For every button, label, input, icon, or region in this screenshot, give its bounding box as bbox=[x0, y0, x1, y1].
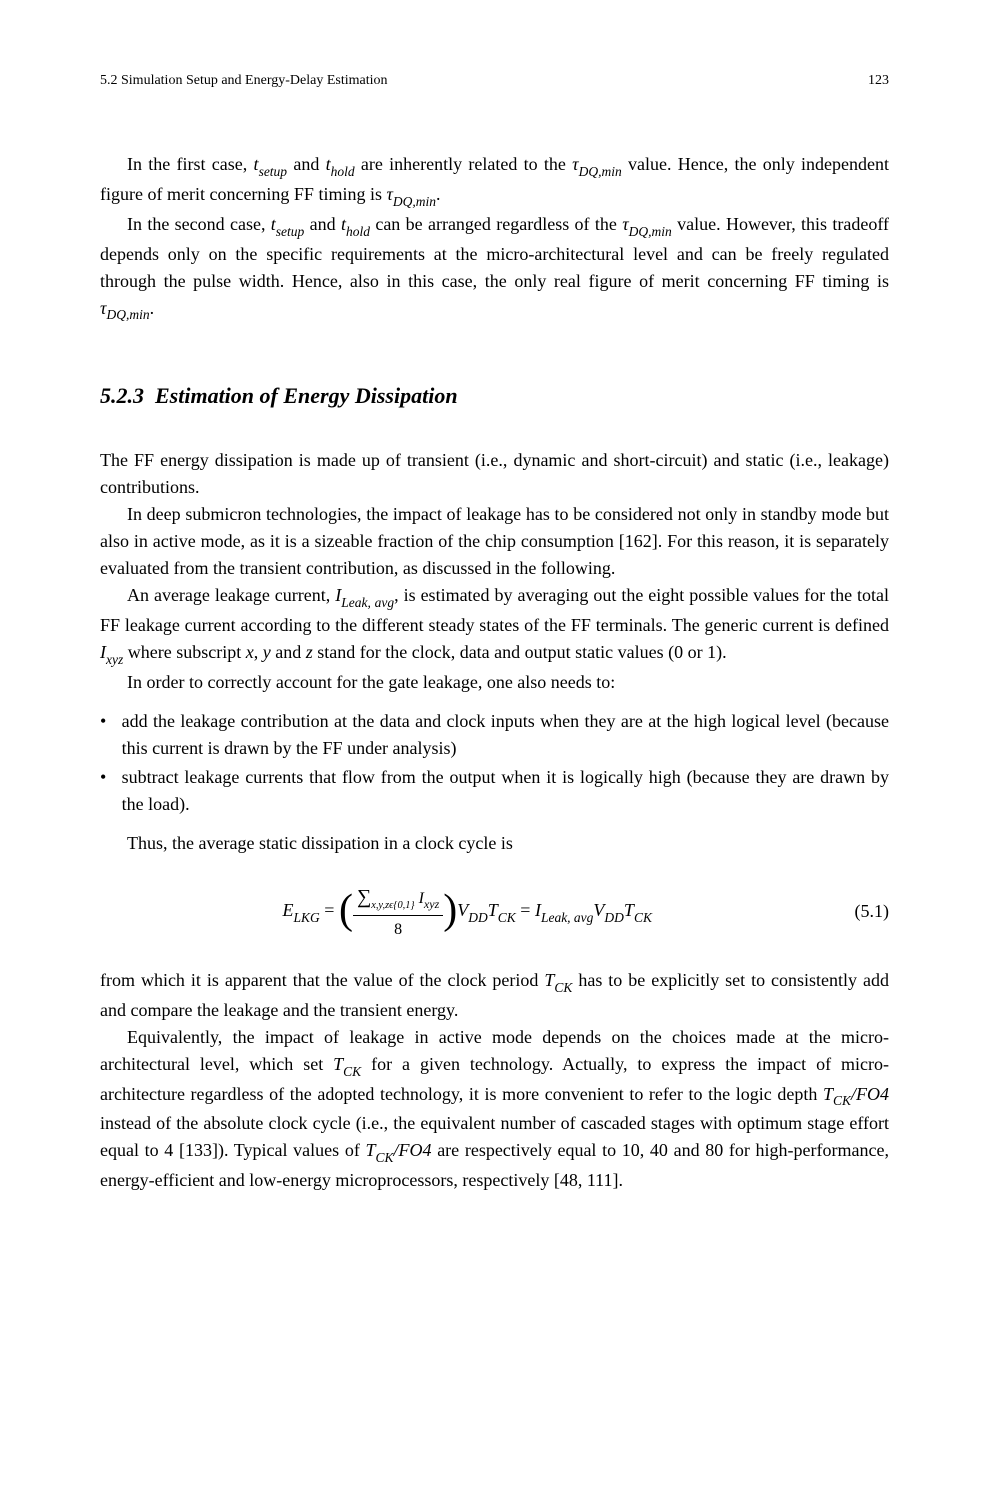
symbol-z: z bbox=[306, 642, 313, 662]
symbol-i-leak: ILeak, avg bbox=[335, 585, 394, 605]
symbol-t-hold: thold bbox=[326, 154, 355, 174]
symbol-tck-fo4: TCK/FO4 bbox=[823, 1084, 889, 1104]
symbol-t-hold: thold bbox=[341, 214, 370, 234]
paragraph-7: Thus, the average static dissipation in … bbox=[100, 830, 889, 857]
equation-number: (5.1) bbox=[855, 898, 890, 925]
bullet-item-1: add the leakage contribution at the data… bbox=[100, 708, 889, 762]
paragraph-4: In deep submicron technologies, the impa… bbox=[100, 501, 889, 582]
paragraph-1: In the first case, tsetup and thold are … bbox=[100, 151, 889, 211]
symbol-x: x bbox=[246, 642, 254, 662]
paragraph-6: In order to correctly account for the ga… bbox=[100, 669, 889, 696]
paragraph-8: from which it is apparent that the value… bbox=[100, 967, 889, 1024]
symbol-t-setup: tsetup bbox=[254, 154, 288, 174]
equation-body: ELKG = ( ∑x,y,zϵ{0,1} Ixyz 8 )VDDTCK = I… bbox=[100, 882, 835, 942]
symbol-tau-dqmin: τDQ,min bbox=[572, 154, 622, 174]
header-left: 5.2 Simulation Setup and Energy-Delay Es… bbox=[100, 70, 387, 91]
section-heading: 5.2.3 Estimation of Energy Dissipation bbox=[100, 379, 889, 412]
symbol-tau-dqmin: τDQ,min bbox=[100, 298, 150, 318]
equation-fraction: ∑x,y,zϵ{0,1} Ixyz 8 bbox=[353, 882, 443, 942]
symbol-t-ck: TCK bbox=[544, 970, 572, 990]
paragraph-5: An average leakage current, ILeak, avg, … bbox=[100, 582, 889, 669]
symbol-t-ck: TCK bbox=[333, 1054, 361, 1074]
symbol-i-xyz: Ixyz bbox=[100, 642, 123, 662]
bullet-list: add the leakage contribution at the data… bbox=[100, 708, 889, 818]
symbol-tck-fo4: TCK/FO4 bbox=[365, 1140, 431, 1160]
symbol-t-setup: tsetup bbox=[271, 214, 305, 234]
page-header: 5.2 Simulation Setup and Energy-Delay Es… bbox=[100, 70, 889, 91]
paragraph-2: In the second case, tsetup and thold can… bbox=[100, 211, 889, 325]
symbol-tau-dqmin: τDQ,min bbox=[622, 214, 672, 234]
equation-5-1: ELKG = ( ∑x,y,zϵ{0,1} Ixyz 8 )VDDTCK = I… bbox=[100, 882, 889, 942]
symbol-tau-dqmin: τDQ,min bbox=[386, 184, 436, 204]
paragraph-9: Equivalently, the impact of leakage in a… bbox=[100, 1024, 889, 1195]
paragraph-3: The FF energy dissipation is made up of … bbox=[100, 447, 889, 501]
header-page-number: 123 bbox=[868, 70, 889, 91]
symbol-y: y bbox=[263, 642, 271, 662]
bullet-item-2: subtract leakage currents that flow from… bbox=[100, 764, 889, 818]
